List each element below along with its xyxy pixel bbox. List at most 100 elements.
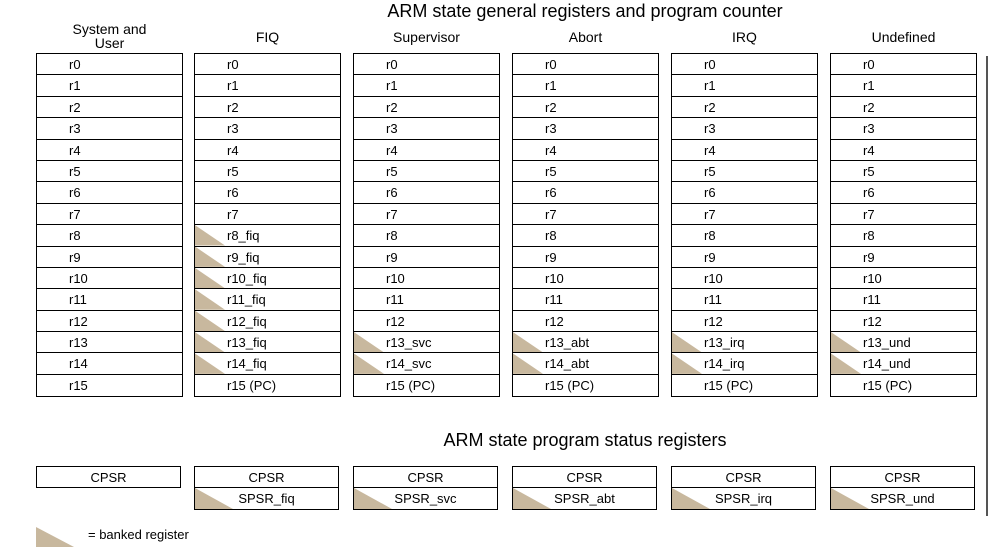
register-cell: r2 [37,97,182,119]
banked-register-cell: r14_abt [513,353,658,375]
register-label: r0 [863,57,875,72]
register-label: r6 [386,185,398,201]
register-cell: r7 [831,204,976,226]
register-cell: r12 [354,311,499,333]
banked-marker-icon [831,488,869,509]
register-cell: r8 [354,225,499,247]
register-cell: r1 [831,75,976,97]
mode-header: FIQ [255,29,280,45]
register-cell: r4 [354,140,499,161]
register-cell: r4 [513,140,658,161]
register-cell: r0 [831,54,976,76]
banked-marker-icon [195,488,233,509]
status-register-list: CPSR SPSR_svc [353,466,498,510]
register-label: r13_irq [704,335,745,351]
register-cell: r9 [354,247,499,268]
register-list: r0 r1 r2 r3 r4 r5 r6 r7 r8 r9 r10 r11 r12 r13_abt r14_… [512,53,659,398]
register-cell: r1 [672,75,817,97]
register-label: r1 [386,78,398,94]
banked-register-cell: r8_fiq [195,225,340,247]
register-cell: r6 [672,182,817,204]
register-label: r12 [69,313,88,329]
register-cell: r5 [37,161,182,183]
register-cell: r6 [354,182,499,204]
banked-marker-icon [513,488,551,509]
register-cell: r15 [37,375,182,396]
register-cell: r15 (PC) [672,375,817,396]
register-label: r11 [863,292,881,308]
register-label: r13_fiq [227,335,267,351]
legend-text: = banked register [88,527,189,542]
register-cell: r5 [195,161,340,183]
register-label: r6 [227,185,239,201]
register-cell: r1 [37,75,182,97]
banked-register-cell: r14_fiq [195,353,340,375]
register-label: r5 [69,163,81,179]
register-label: r11 [69,292,87,308]
register-label: r3 [227,121,239,137]
register-cell: r11 [513,289,658,311]
status-register-label: CPSR [566,470,603,485]
register-cell: r10 [672,268,817,290]
register-cell: r8 [831,225,976,247]
cpsr-cell: CPSR [671,466,816,488]
register-label: r15 (PC) [704,377,754,393]
status-register-list: CPSR SPSR_irq [671,466,816,510]
register-cell: r4 [831,140,976,161]
register-cell: r10 [513,268,658,290]
banked-register-cell: r12_fiq [195,310,340,333]
register-label: r13_svc [386,335,432,351]
register-label: r3 [545,121,557,137]
register-cell: r6 [513,182,658,204]
mode-header: Abort [568,29,603,45]
register-label: r5 [545,163,557,179]
banked-register-cell: r10_fiq [195,267,340,290]
mode-header: Undefined [871,29,936,45]
register-label: r6 [863,185,875,201]
register-label: r9 [69,249,81,265]
banked-register-cell: r13_fiq [195,332,340,354]
banked-marker-icon [195,267,225,289]
register-cell: r5 [513,161,658,183]
mode-header: System and User [72,21,147,51]
register-label: r7 [69,206,81,222]
register-label: r12_fiq [227,313,267,329]
register-label: r12 [704,313,723,329]
status-register-label: SPSR_svc [394,491,457,506]
cpsr-cell: CPSR [36,466,181,488]
status-register-label: CPSR [248,470,285,485]
register-list: r0 r1 r2 r3 r4 r5 r6 r7 r8 r9 r10 r11 r12 r13_irq r14_… [671,53,818,398]
register-label: r14_fiq [227,356,267,372]
register-cell: r3 [513,118,658,140]
mode-header: Supervisor [393,29,460,45]
spsr-cell: SPSR_fiq [194,488,339,510]
register-label: r2 [863,99,875,115]
register-label: r10 [863,270,882,286]
register-label: r1 [69,78,81,94]
register-label: r6 [69,185,81,201]
register-list: r0 r1 r2 r3 r4 r5 r6 r7 r8 r9 r10 r11 r12 r13 r14 r15 [36,53,183,398]
register-cell: r15 (PC) [831,375,976,396]
register-cell: r10 [831,268,976,290]
banked-register-cell: r13_svc [354,332,499,354]
register-label: r10_fiq [227,270,267,286]
general-registers-title: ARM state general registers and program … [387,1,783,21]
register-label: r0 [69,57,81,72]
register-list: r0 r1 r2 r3 r4 r5 r6 r7 r8_fiq r9_fiq r10_fiq r11_f… [194,53,341,398]
register-cell: r15 (PC) [195,375,340,396]
register-cell: r0 [672,54,817,76]
register-label: r15 (PC) [227,377,277,393]
register-cell: r6 [831,182,976,204]
register-cell: r12 [37,311,182,333]
register-label: r9 [545,249,557,265]
banked-register-cell: r14_und [831,353,976,375]
register-cell: r6 [37,182,182,204]
banked-marker-icon [195,332,225,353]
banked-register-cell: r13_abt [513,332,658,354]
banked-marker-icon [831,353,861,374]
banked-register-cell: r9_fiq [195,246,340,268]
register-cell: r12 [672,311,817,333]
register-label: r9 [704,249,716,265]
register-label: r10 [386,270,405,286]
register-label: r7 [863,206,875,222]
